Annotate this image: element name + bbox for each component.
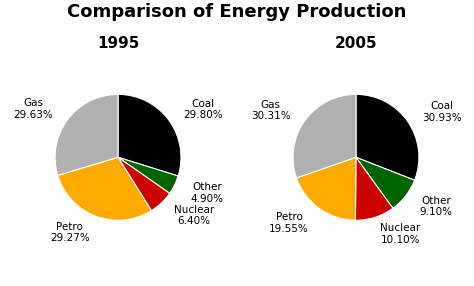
Text: Nuclear
10.10%: Nuclear 10.10% bbox=[381, 223, 421, 245]
Wedge shape bbox=[356, 157, 393, 220]
Text: Comparison of Energy Production: Comparison of Energy Production bbox=[67, 3, 407, 21]
Wedge shape bbox=[58, 157, 151, 220]
Text: Gas
30.31%: Gas 30.31% bbox=[251, 100, 290, 121]
Wedge shape bbox=[293, 94, 356, 178]
Text: Coal
30.93%: Coal 30.93% bbox=[422, 101, 462, 123]
Wedge shape bbox=[356, 157, 415, 208]
Text: Petro
19.55%: Petro 19.55% bbox=[269, 212, 309, 234]
Wedge shape bbox=[297, 157, 356, 220]
Title: 2005: 2005 bbox=[335, 36, 377, 51]
Text: Coal
29.80%: Coal 29.80% bbox=[183, 99, 223, 120]
Text: Gas
29.63%: Gas 29.63% bbox=[14, 98, 54, 120]
Wedge shape bbox=[356, 94, 419, 180]
Text: Nuclear
6.40%: Nuclear 6.40% bbox=[173, 205, 214, 227]
Text: Other
9.10%: Other 9.10% bbox=[419, 196, 453, 217]
Wedge shape bbox=[118, 157, 178, 193]
Wedge shape bbox=[55, 94, 118, 175]
Text: Petro
29.27%: Petro 29.27% bbox=[50, 222, 90, 243]
Wedge shape bbox=[118, 94, 181, 176]
Text: Other
4.90%: Other 4.90% bbox=[191, 182, 223, 204]
Title: 1995: 1995 bbox=[97, 36, 139, 51]
Wedge shape bbox=[118, 157, 170, 211]
